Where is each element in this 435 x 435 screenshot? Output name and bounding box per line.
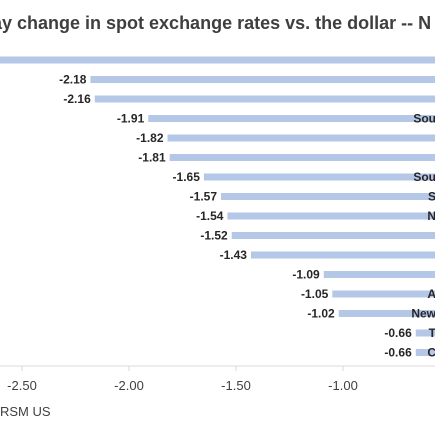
x-axis-ticks: -2.50-2.00-1.50-1.00-0: [7, 366, 358, 393]
source-note: RSM US: [0, 404, 51, 419]
data-label: -1.02: [307, 307, 335, 321]
data-label: -1.91: [117, 112, 145, 126]
category-label: T: [429, 326, 435, 340]
category-label: New: [411, 307, 435, 321]
data-label: -1.52: [200, 229, 228, 243]
category-label: S: [428, 190, 435, 204]
bar: [323, 271, 435, 278]
category-labels-group: Sou Sou SN A New TC: [411, 112, 435, 360]
bar: [0, 56, 435, 64]
bar: [415, 349, 435, 356]
x-tick-label: -1.00: [328, 378, 358, 393]
data-labels-group: -2.18 -2.16 -1.91 -1.82 -1.81 -1.65 -1.57 -1.54…: [59, 73, 412, 360]
bar: [203, 173, 435, 181]
bar: [415, 329, 435, 337]
bar: [94, 95, 435, 103]
data-label: -1.43: [220, 248, 248, 262]
bar: [338, 310, 435, 317]
data-label: -1.54: [196, 209, 224, 223]
bar: [169, 154, 435, 161]
bar: [231, 232, 435, 239]
x-tick-label: -2.00: [114, 378, 144, 393]
chart-title: ay change in spot exchange rates vs. the…: [0, 13, 432, 33]
bar: [250, 251, 435, 259]
data-label: -1.82: [136, 131, 164, 145]
x-tick-label: -1.50: [221, 378, 251, 393]
data-label: -1.09: [292, 268, 320, 282]
bar: [167, 134, 435, 142]
category-label: Sou: [413, 112, 435, 126]
category-label: N: [427, 209, 435, 223]
data-label: -1.65: [173, 170, 201, 184]
data-label: -0.66: [384, 346, 412, 360]
x-tick-label: -2.50: [7, 378, 37, 393]
data-label: -2.18: [59, 73, 87, 87]
bar: [221, 193, 435, 200]
bar: [227, 212, 435, 220]
bar: [148, 115, 435, 122]
category-label: C: [427, 346, 435, 360]
data-label: -1.05: [301, 287, 329, 301]
data-label: -1.81: [138, 151, 166, 165]
data-label: -2.16: [63, 92, 91, 106]
bar: [90, 76, 435, 83]
data-label: -0.66: [384, 326, 412, 340]
data-label: -1.57: [190, 190, 218, 204]
category-label: A: [427, 287, 435, 301]
bars-group: [0, 56, 435, 356]
category-label: Sou: [413, 170, 435, 184]
bar: [332, 290, 435, 298]
